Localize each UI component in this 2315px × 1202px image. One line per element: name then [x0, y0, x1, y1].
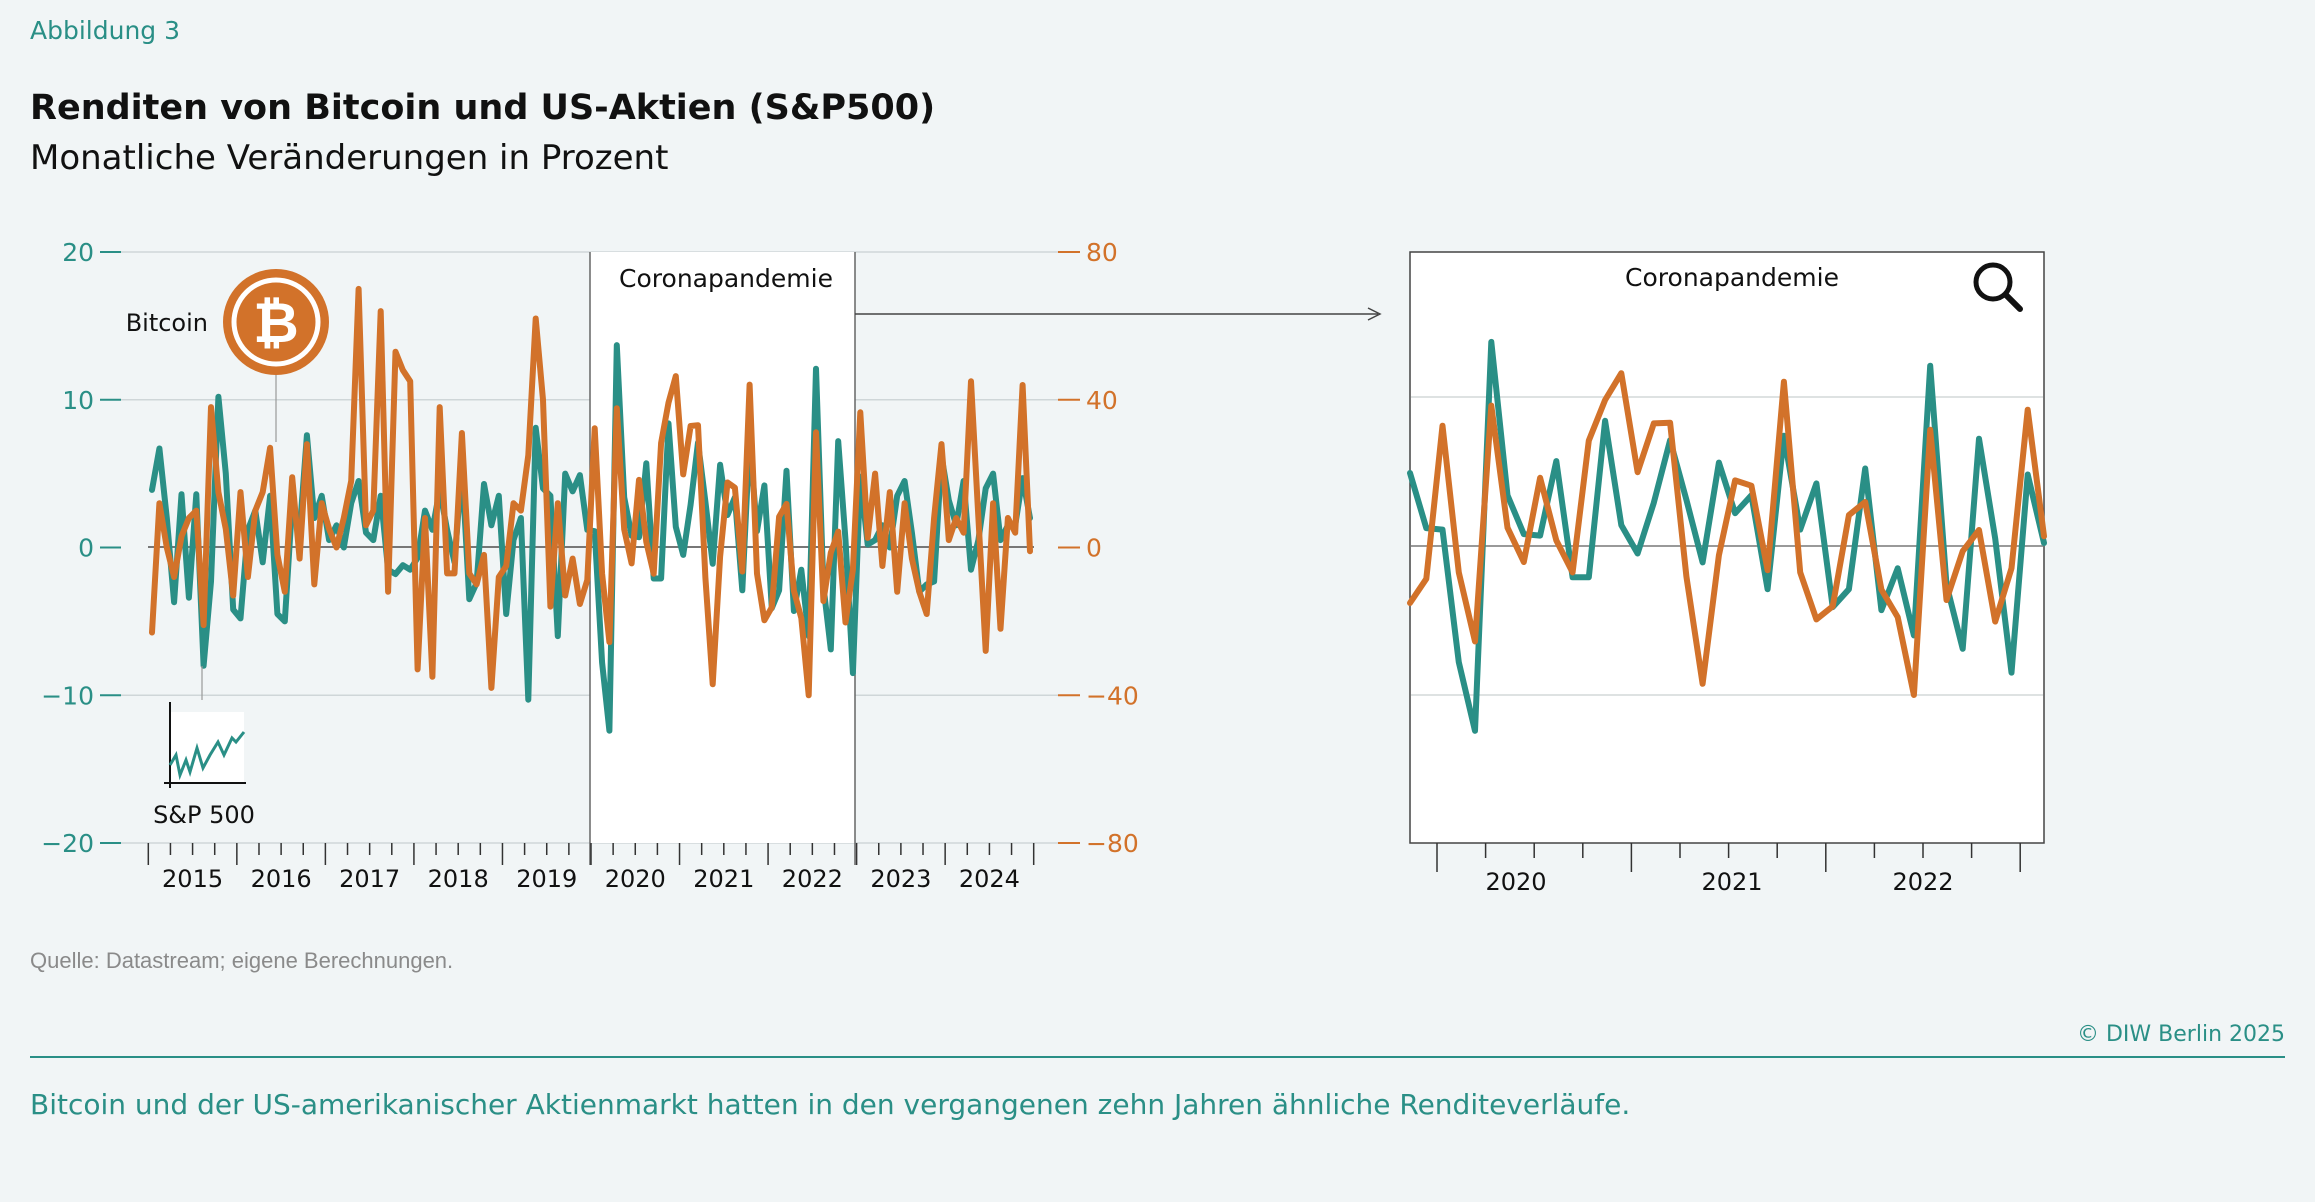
sp500-label: S&P 500	[153, 801, 255, 829]
caption: Bitcoin und der US-amerikanischer Aktien…	[30, 1088, 1631, 1121]
x-tick-label: 2021	[1701, 868, 1762, 896]
right-y-tick-label: −80	[1086, 829, 1139, 858]
left-y-tick-label: 20	[62, 238, 94, 267]
zoom-panel	[1409, 251, 2045, 844]
arrow-right-icon	[855, 307, 1382, 321]
x-tick-label: 2021	[693, 865, 754, 893]
sp500-line-zoom	[1407, 338, 2047, 734]
bitcoin-line	[149, 285, 1033, 699]
x-tick-label: 2020	[1485, 868, 1546, 896]
x-tick-label: 2020	[605, 865, 666, 893]
x-tick-label: 2019	[516, 865, 577, 893]
svg-text:₿: ₿	[253, 291, 299, 356]
left-y-tick-label: 10	[62, 386, 94, 415]
right-y-tick-label: 40	[1086, 386, 1118, 415]
bitcoin-label: Bitcoin	[126, 309, 208, 337]
x-tick-label: 2022	[1892, 868, 1953, 896]
left-y-tick-label: 0	[78, 534, 94, 563]
chart-title: Renditen von Bitcoin und US-Aktien (S&P5…	[30, 88, 936, 128]
left-y-axis: 20 10 0 −10 −20	[41, 238, 121, 858]
x-tick-label: 2016	[251, 865, 312, 893]
source-note: Quelle: Datastream; eigene Berechnungen.	[30, 948, 454, 973]
left-y-tick-label: −20	[41, 829, 94, 858]
right-y-tick-label: 0	[1086, 534, 1102, 563]
divider	[30, 1056, 2285, 1058]
x-tick-label: 2015	[162, 865, 223, 893]
bitcoin-logo-icon: ₿	[223, 269, 329, 375]
zoom-series-lines	[1407, 338, 2047, 734]
x-tick-label: 2023	[870, 865, 931, 893]
left-series-lines	[149, 285, 1033, 734]
figure-label: Abbildung 3	[30, 16, 181, 45]
corona-label-left: Coronapandemie	[619, 264, 833, 293]
x-tick-label: 2018	[428, 865, 489, 893]
right-y-axis: 80 40 0 −40 −80	[1058, 238, 1139, 858]
left-x-axis: 2015 2016 2017 2018 2019 2020 2021 2022 2023 2024	[147, 843, 1035, 893]
x-tick-label: 2017	[339, 865, 400, 893]
zoom-x-axis: 2020 2021 2022	[1436, 843, 2021, 896]
sp500-chart-icon	[164, 702, 246, 788]
right-y-tick-label: −40	[1086, 681, 1139, 710]
x-tick-label: 2024	[959, 865, 1020, 893]
bitcoin-line-zoom	[1407, 370, 2047, 698]
copyright: © DIW Berlin 2025	[2077, 1022, 2285, 1047]
left-y-tick-label: −10	[41, 681, 94, 710]
magnifier-icon	[1973, 262, 2023, 312]
right-y-tick-label: 80	[1086, 238, 1118, 267]
zoom-panel-title: Coronapandemie	[1625, 263, 1839, 292]
x-tick-label: 2022	[782, 865, 843, 893]
chart-subtitle: Monatliche Veränderungen in Prozent	[30, 138, 669, 178]
